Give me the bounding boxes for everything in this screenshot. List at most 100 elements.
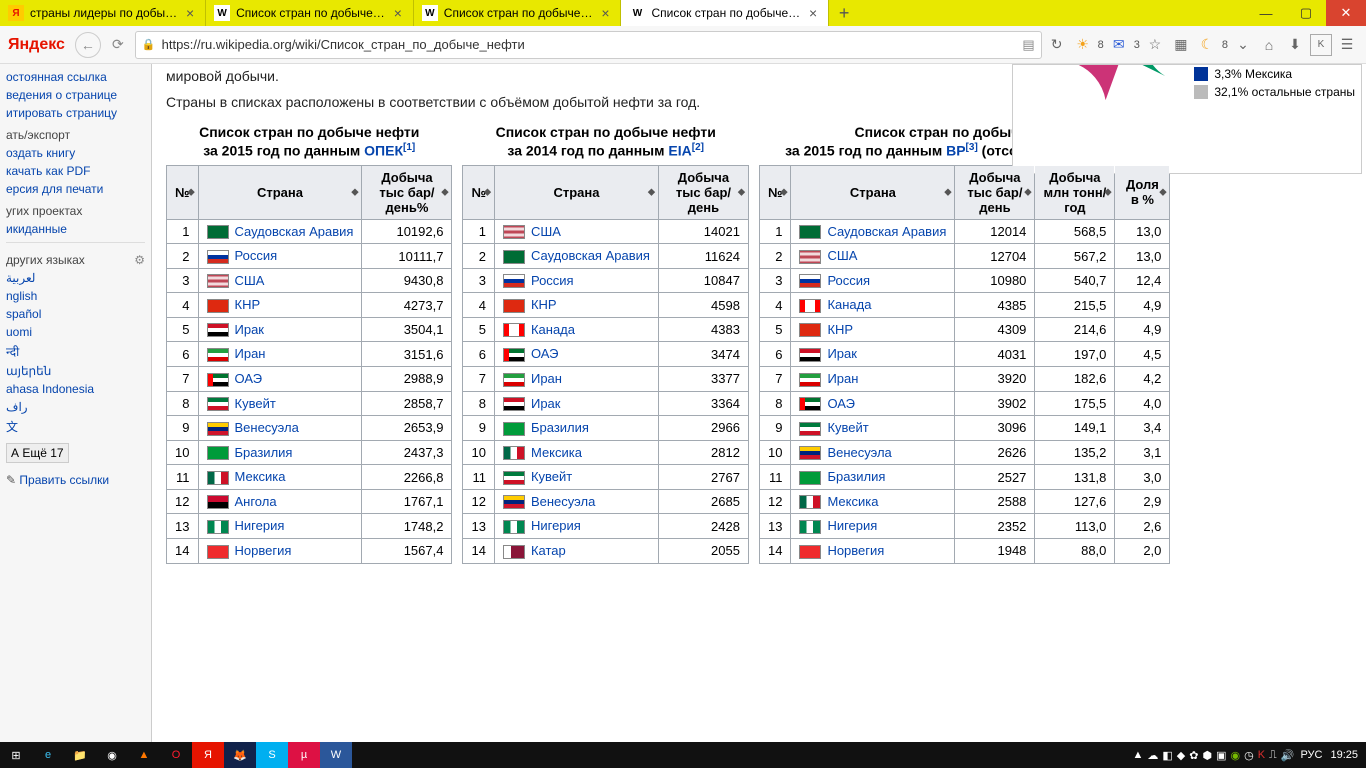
- th-rank[interactable]: №◆: [759, 165, 791, 219]
- firefox-icon[interactable]: 🦊: [224, 742, 256, 768]
- country-link[interactable]: Кувейт: [531, 469, 572, 484]
- antivirus-icon[interactable]: K: [1258, 749, 1265, 761]
- browser-tab[interactable]: WСписок стран по добыче…×: [621, 0, 829, 26]
- yandex-icon[interactable]: Я: [192, 742, 224, 768]
- gear-icon[interactable]: ⚙: [134, 253, 145, 267]
- sidebar-link[interactable]: оздать книгу: [6, 144, 145, 162]
- sidebar-link[interactable]: икиданные: [6, 220, 145, 238]
- moon-icon[interactable]: ☾: [1196, 34, 1218, 56]
- th-rank[interactable]: №◆: [463, 165, 495, 219]
- skype-icon[interactable]: S: [256, 742, 288, 768]
- country-link[interactable]: Саудовская Аравия: [235, 224, 354, 239]
- country-link[interactable]: ОАЭ: [531, 346, 559, 361]
- sidebar-link[interactable]: لعربية: [6, 269, 145, 287]
- country-link[interactable]: Венесуэла: [235, 420, 299, 435]
- th-prod[interactable]: Добыча тыс бар/день◆: [658, 165, 748, 219]
- country-link[interactable]: Канада: [531, 322, 575, 337]
- tray-icon[interactable]: ▲: [1132, 749, 1143, 761]
- clock[interactable]: 19:25: [1322, 749, 1366, 761]
- tab-close-icon[interactable]: ×: [183, 6, 197, 20]
- network-icon[interactable]: ⎍: [1269, 749, 1277, 762]
- window-close[interactable]: ✕: [1326, 0, 1366, 26]
- eia-link[interactable]: EIA: [668, 143, 691, 159]
- country-link[interactable]: Ангола: [235, 494, 277, 509]
- onedrive-icon[interactable]: ☁: [1147, 749, 1158, 762]
- nvidia-icon[interactable]: ◉: [1230, 749, 1240, 762]
- ie-icon[interactable]: e: [32, 742, 64, 768]
- sidebar-link[interactable]: uomi: [6, 323, 145, 341]
- country-link[interactable]: США: [235, 273, 265, 288]
- word-icon[interactable]: W: [320, 742, 352, 768]
- country-link[interactable]: Саудовская Аравия: [827, 224, 946, 239]
- browser-tab[interactable]: WСписок стран по добыче…×: [206, 0, 414, 26]
- url-field[interactable]: 🔒 https://ru.wikipedia.org/wiki/Список_с…: [135, 31, 1042, 59]
- star-icon[interactable]: ☆: [1144, 34, 1166, 56]
- country-link[interactable]: Канада: [827, 297, 871, 312]
- opera-icon[interactable]: O: [160, 742, 192, 768]
- sidebar-link[interactable]: остоянная ссылка: [6, 68, 145, 86]
- reload-button[interactable]: ⟳: [105, 32, 131, 58]
- mail-icon[interactable]: ✉: [1108, 34, 1130, 56]
- country-link[interactable]: Иран: [235, 346, 266, 361]
- country-link[interactable]: Иран: [531, 371, 562, 386]
- country-link[interactable]: Кувейт: [235, 396, 276, 411]
- country-link[interactable]: Ирак: [235, 322, 265, 337]
- country-link[interactable]: КНР: [235, 297, 261, 312]
- reader-icon[interactable]: ▤: [1022, 37, 1034, 53]
- th-share[interactable]: Доля в %◆: [1115, 165, 1170, 219]
- sidebar-link[interactable]: ведения о странице: [6, 86, 145, 104]
- sun-icon[interactable]: ☀: [1072, 34, 1094, 56]
- tray-icon[interactable]: ◆: [1177, 749, 1185, 762]
- country-link[interactable]: Катар: [531, 543, 566, 558]
- vlc-icon[interactable]: ▲: [128, 742, 160, 768]
- country-link[interactable]: Бразилия: [827, 469, 885, 484]
- yandex-logo[interactable]: Яндекс: [8, 36, 65, 54]
- country-link[interactable]: Мексика: [531, 445, 582, 460]
- country-link[interactable]: Венесуэла: [531, 494, 595, 509]
- country-link[interactable]: Россия: [827, 273, 870, 288]
- system-tray[interactable]: ▲ ☁ ◧ ◆ ✿ ⬢ ▣ ◉ ◷ K ⎍ 🔊: [1126, 749, 1300, 762]
- country-link[interactable]: Ирак: [531, 396, 561, 411]
- country-link[interactable]: Иран: [827, 371, 858, 386]
- app-icon[interactable]: µ: [288, 742, 320, 768]
- window-minimize[interactable]: —: [1246, 0, 1286, 26]
- sidebar-link[interactable]: 文: [6, 416, 145, 437]
- country-link[interactable]: Мексика: [235, 469, 286, 484]
- sidebar-link[interactable]: ерсия для печати: [6, 180, 145, 198]
- start-button[interactable]: ⊞: [0, 742, 32, 768]
- country-link[interactable]: Нигерия: [235, 518, 285, 533]
- tab-close-icon[interactable]: ×: [391, 6, 405, 20]
- more-languages[interactable]: А Ещё 17: [6, 443, 69, 463]
- download-icon[interactable]: ⬇: [1284, 34, 1306, 56]
- th-country[interactable]: Страна◆: [198, 165, 362, 219]
- country-link[interactable]: Нигерия: [827, 518, 877, 533]
- sidebar-link[interactable]: nglish: [6, 287, 145, 305]
- tray-icon[interactable]: ◧: [1162, 749, 1172, 762]
- panel-icon[interactable]: ▦: [1170, 34, 1192, 56]
- new-tab-button[interactable]: +: [829, 0, 859, 26]
- chrome-icon[interactable]: ◉: [96, 742, 128, 768]
- country-link[interactable]: Норвегия: [235, 543, 292, 558]
- sidebar-link[interactable]: spañol: [6, 305, 145, 323]
- country-link[interactable]: США: [827, 248, 857, 263]
- tray-icon[interactable]: ⬢: [1202, 749, 1212, 762]
- country-link[interactable]: КНР: [531, 297, 557, 312]
- edit-links[interactable]: ✎ Править ссылки: [6, 471, 145, 489]
- tray-icon[interactable]: ▣: [1216, 749, 1226, 762]
- country-link[interactable]: Саудовская Аравия: [531, 248, 650, 263]
- pocket-icon[interactable]: ⌄: [1232, 34, 1254, 56]
- country-link[interactable]: Мексика: [827, 494, 878, 509]
- th-prod[interactable]: Добыча тыс бар/день%◆: [362, 165, 452, 219]
- tray-icon[interactable]: ✿: [1189, 749, 1198, 762]
- th-country[interactable]: Страна◆: [494, 165, 658, 219]
- menu-icon[interactable]: ☰: [1336, 34, 1358, 56]
- country-link[interactable]: Бразилия: [235, 445, 293, 460]
- country-link[interactable]: Бразилия: [531, 420, 589, 435]
- th-prod-a[interactable]: Добыча тыс бар/день◆: [955, 165, 1035, 219]
- tab-close-icon[interactable]: ×: [806, 6, 820, 20]
- country-link[interactable]: США: [531, 224, 561, 239]
- country-link[interactable]: Ирак: [827, 346, 857, 361]
- th-country[interactable]: Страна◆: [791, 165, 955, 219]
- browser-tab[interactable]: WСписок стран по добыче…×: [414, 0, 622, 26]
- window-maximize[interactable]: ▢: [1286, 0, 1326, 26]
